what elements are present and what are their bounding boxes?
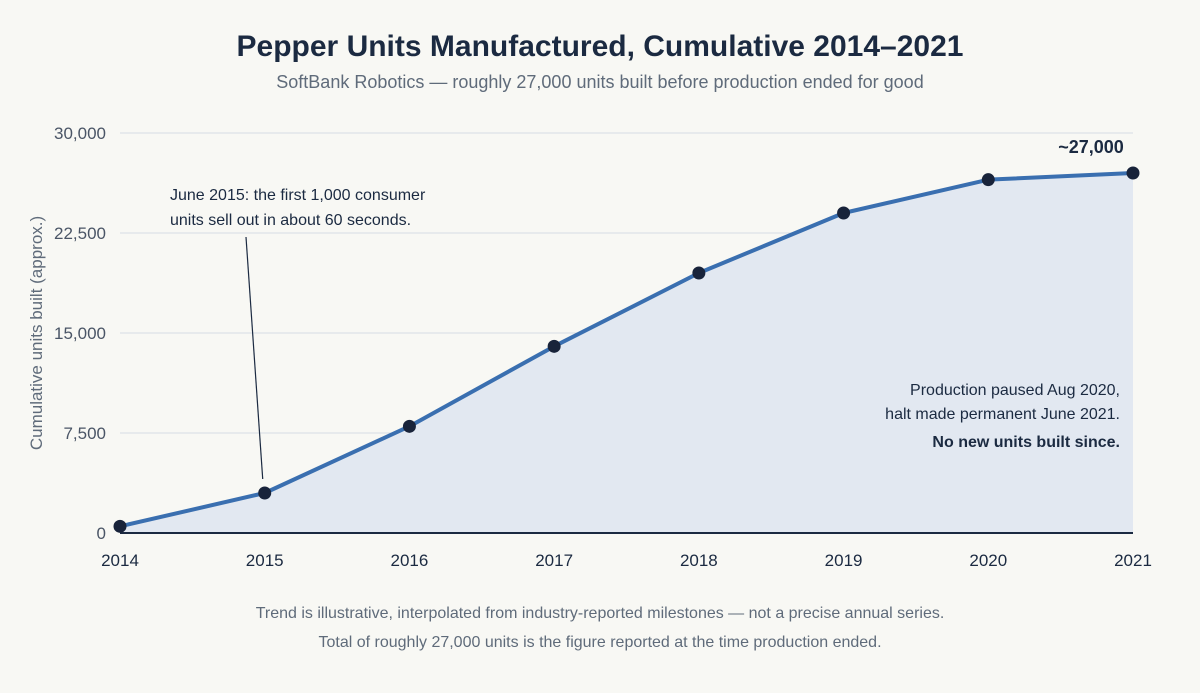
annotation-june2015-line1: June 2015: the first 1,000 consumer [170,187,426,204]
data-points [113,166,1140,533]
x-tick-label: 2015 [246,551,284,570]
series-line-layer [118,171,1135,529]
x-tick-label: 2021 [1114,551,1152,570]
y-axis-label: Cumulative units built (approx.) [27,216,46,450]
chart-title: Pepper Units Manufactured, Cumulative 20… [237,30,964,63]
data-point [547,339,561,353]
area-fill [120,173,1133,533]
y-tick-label: 15,000 [54,324,106,343]
data-point [402,419,416,433]
annotation-production-line1: Production paused Aug 2020, [910,382,1120,399]
y-tick-label: 7,500 [63,424,106,443]
x-tick-label: 2020 [969,551,1007,570]
x-tick-label: 2019 [825,551,863,570]
chart-subtitle: SoftBank Robotics — roughly 27,000 units… [276,72,923,92]
data-point [981,173,995,187]
x-tick-labels: 2014 2015 2016 2017 2018 2019 2020 2021 [101,551,1152,570]
annotation-leader-line [245,236,264,480]
footnote-2: Total of roughly 27,000 units is the fig… [318,634,881,651]
data-point [837,206,851,220]
annotation-leader-layer [245,236,264,480]
x-tick-label: 2016 [391,551,429,570]
annotation-production-line3: No new units built since. [932,434,1120,451]
annotation-june2015-line2: units sell out in about 60 seconds. [170,212,411,229]
x-tick-label: 2018 [680,551,718,570]
y-tick-label: 30,000 [54,124,106,143]
area-fill-layer [120,173,1133,533]
y-tick-label: 22,500 [54,224,106,243]
end-value-label: ~27,000 [1058,137,1124,157]
data-point [258,486,272,500]
annotation-production-line2: halt made permanent June 2021. [885,406,1120,423]
data-point [113,519,127,533]
series-line [118,171,1135,529]
x-tick-label: 2017 [535,551,573,570]
data-point [692,266,706,280]
y-tick-label: 0 [97,524,106,543]
x-tick-label: 2014 [101,551,139,570]
data-point [1126,166,1140,180]
y-tick-labels: 0 7,500 15,000 22,500 30,000 [54,124,106,543]
footnote-1: Trend is illustrative, interpolated from… [256,605,945,622]
